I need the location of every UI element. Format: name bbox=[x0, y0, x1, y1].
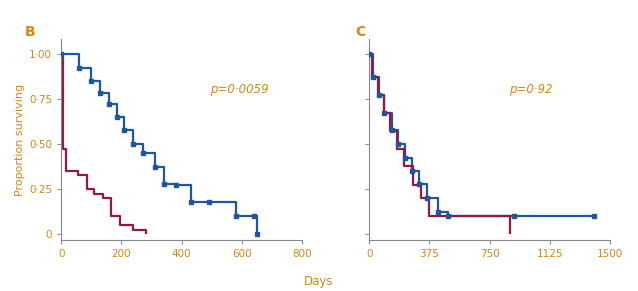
Text: B: B bbox=[26, 25, 36, 39]
Text: C: C bbox=[355, 25, 365, 39]
Y-axis label: Proportion surviving: Proportion surviving bbox=[15, 84, 25, 196]
Text: Days: Days bbox=[304, 275, 334, 288]
Text: p=0·92: p=0·92 bbox=[509, 84, 553, 96]
Text: p=0·0059: p=0·0059 bbox=[211, 84, 269, 96]
